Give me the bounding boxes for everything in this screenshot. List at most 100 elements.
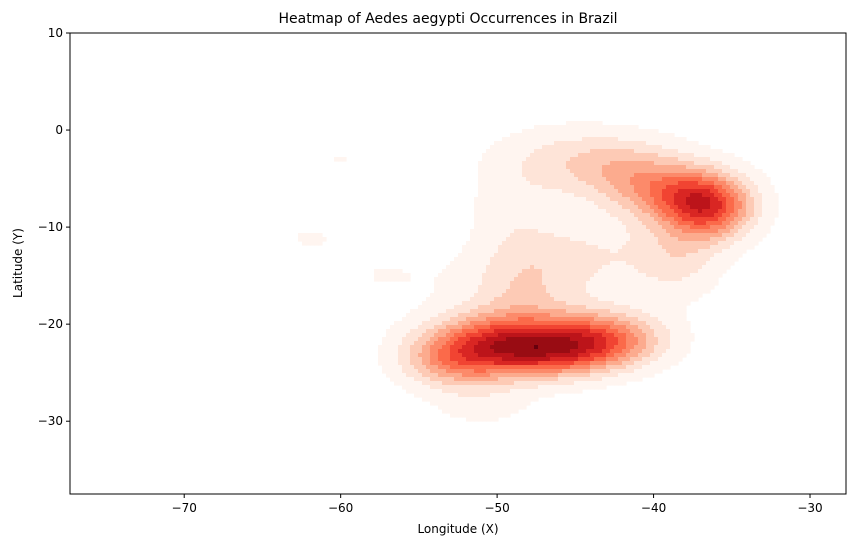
density-cell — [550, 177, 555, 182]
density-cell — [602, 261, 607, 266]
density-cell — [506, 361, 511, 366]
density-cell — [558, 253, 563, 258]
density-cell — [614, 185, 619, 190]
density-cell — [518, 281, 523, 286]
density-cell — [554, 165, 559, 170]
density-cell — [378, 269, 383, 274]
density-cell — [666, 245, 671, 250]
density-cell — [538, 293, 543, 298]
density-cell — [714, 185, 719, 190]
density-cell — [466, 357, 471, 362]
density-cell — [566, 177, 571, 182]
density-cell — [722, 201, 727, 206]
density-cell — [718, 153, 723, 158]
density-cell — [650, 293, 655, 298]
density-cell — [574, 121, 579, 126]
density-cell — [450, 373, 455, 378]
density-cell — [702, 185, 707, 190]
density-cell — [594, 253, 599, 258]
density-cell — [602, 165, 607, 170]
density-cell — [630, 321, 635, 326]
density-cell — [646, 193, 651, 198]
density-cell — [718, 213, 723, 218]
density-cell — [602, 265, 607, 270]
density-cell — [606, 353, 611, 358]
density-cell — [530, 133, 535, 138]
density-cell — [570, 225, 575, 230]
density-cell — [474, 337, 479, 342]
density-cell — [618, 317, 623, 322]
density-cell — [598, 125, 603, 130]
density-cell — [570, 133, 575, 138]
density-cell — [718, 209, 723, 214]
y-tick-label: −10 — [38, 220, 63, 234]
density-cell — [654, 273, 659, 278]
density-cell — [614, 149, 619, 154]
density-cell — [518, 385, 523, 390]
density-cell — [398, 333, 403, 338]
density-cell — [646, 341, 651, 346]
density-cell — [626, 157, 631, 162]
density-cell — [562, 129, 567, 134]
density-cell — [658, 297, 663, 302]
density-cell — [546, 293, 551, 298]
density-cell — [722, 185, 727, 190]
density-cell — [570, 125, 575, 130]
density-cell — [482, 341, 487, 346]
density-cell — [634, 209, 639, 214]
density-cell — [538, 381, 543, 386]
density-cell — [614, 281, 619, 286]
density-cell — [494, 201, 499, 206]
density-cell — [658, 225, 663, 230]
density-cell — [586, 353, 591, 358]
density-cell — [670, 349, 675, 354]
density-cell — [498, 181, 503, 186]
density-cell — [622, 197, 627, 202]
density-cell — [726, 233, 731, 238]
density-cell — [470, 273, 475, 278]
density-cell — [638, 129, 643, 134]
density-cell — [642, 369, 647, 374]
density-cell — [582, 129, 587, 134]
density-cell — [642, 277, 647, 282]
density-cell — [494, 397, 499, 402]
density-cell — [698, 157, 703, 162]
density-cell — [486, 189, 491, 194]
density-cell — [478, 401, 483, 406]
density-cell — [646, 141, 651, 146]
density-cell — [666, 205, 671, 210]
density-cell — [650, 329, 655, 334]
density-cell — [562, 185, 567, 190]
density-cell — [494, 405, 499, 410]
density-cell — [686, 289, 691, 294]
density-cell — [422, 317, 427, 322]
density-cell — [622, 361, 627, 366]
density-cell — [754, 193, 759, 198]
density-cell — [718, 173, 723, 178]
density-cell — [526, 349, 531, 354]
density-cell — [706, 185, 711, 190]
density-cell — [566, 153, 571, 158]
density-cell — [466, 377, 471, 382]
density-cell — [590, 257, 595, 262]
density-cell — [474, 389, 479, 394]
density-cell — [534, 345, 539, 350]
density-cell — [506, 249, 511, 254]
density-cell — [478, 417, 483, 422]
density-cell — [398, 361, 403, 366]
density-cell — [482, 157, 487, 162]
density-cell — [514, 181, 519, 186]
density-cell — [502, 149, 507, 154]
density-cell — [602, 325, 607, 330]
density-cell — [650, 189, 655, 194]
density-cell — [550, 205, 555, 210]
density-cell — [598, 141, 603, 146]
density-cell — [734, 197, 739, 202]
density-cell — [602, 181, 607, 186]
density-cell — [486, 249, 491, 254]
density-cell — [546, 369, 551, 374]
density-cell — [490, 217, 495, 222]
density-cell — [618, 349, 623, 354]
density-cell — [474, 313, 479, 318]
density-cell — [514, 337, 519, 342]
